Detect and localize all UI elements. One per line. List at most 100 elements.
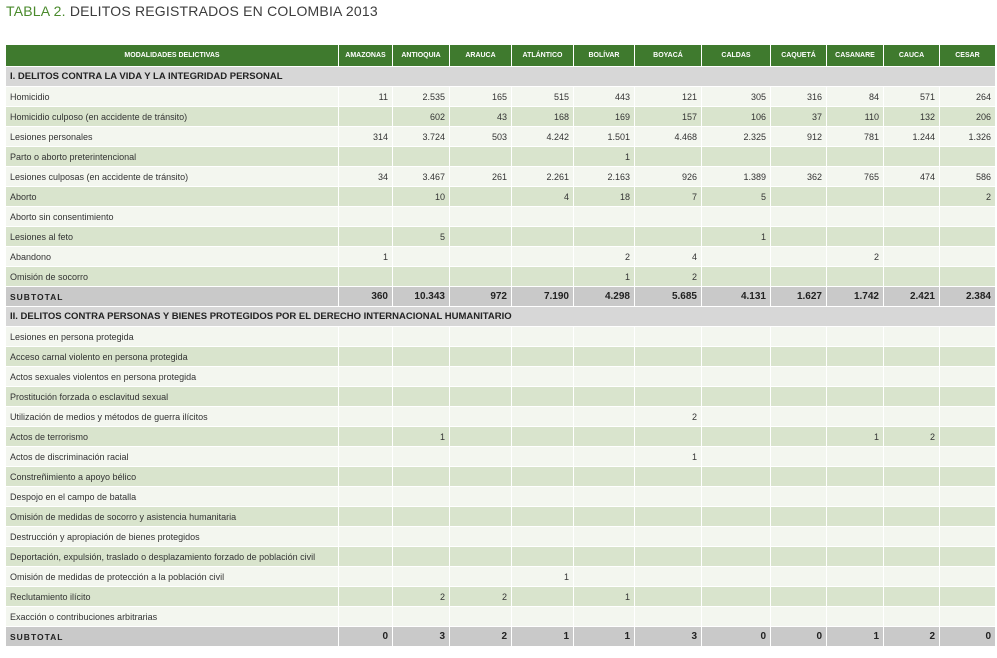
cell [338, 266, 393, 287]
cell [770, 606, 827, 627]
cell: 1 [826, 426, 884, 447]
cell [883, 266, 940, 287]
subtotal-cell: 4.298 [573, 286, 635, 307]
data-row: Prostitución forzada o esclavitud sexual [5, 386, 996, 407]
cell [634, 426, 702, 447]
cell [449, 426, 512, 447]
cell [939, 406, 996, 427]
table-label: TABLA 2. [6, 3, 66, 19]
cell: 2 [883, 426, 940, 447]
cell [939, 606, 996, 627]
cell [338, 526, 393, 547]
cell [392, 346, 450, 367]
column-header: CESAR [939, 44, 996, 67]
subtotal-cell: 1.627 [770, 286, 827, 307]
cell [338, 206, 393, 227]
cell [770, 326, 827, 347]
cell [449, 406, 512, 427]
cell: 515 [511, 86, 574, 107]
cell [883, 206, 940, 227]
cell [826, 346, 884, 367]
column-header: CAUCA [883, 44, 940, 67]
cell [449, 566, 512, 587]
cell [573, 326, 635, 347]
cell: 2 [449, 586, 512, 607]
row-label: Lesiones personales [5, 126, 339, 147]
column-header: CAQUETÁ [770, 44, 827, 67]
cell [826, 606, 884, 627]
cell [701, 266, 771, 287]
row-label: Aborto [5, 186, 339, 207]
cell [511, 386, 574, 407]
cell: 2 [634, 406, 702, 427]
cell [392, 446, 450, 467]
cell: 1 [511, 566, 574, 587]
cell [939, 386, 996, 407]
cell [449, 186, 512, 207]
data-row: Despojo en el campo de batalla [5, 486, 996, 507]
cell [634, 506, 702, 527]
data-row: Utilización de medios y métodos de guerr… [5, 406, 996, 427]
row-label: Prostitución forzada o esclavitud sexual [5, 386, 339, 407]
cell: 1.501 [573, 126, 635, 147]
cell [939, 446, 996, 467]
cell: 912 [770, 126, 827, 147]
cell [338, 566, 393, 587]
data-row: Deportación, expulsión, traslado o despl… [5, 546, 996, 567]
cell [449, 606, 512, 627]
data-row: Homicidio culposo (en accidente de tráns… [5, 106, 996, 127]
cell [449, 526, 512, 547]
cell [883, 226, 940, 247]
data-row: Lesiones en persona protegida [5, 326, 996, 347]
cell [392, 506, 450, 527]
cell: 84 [826, 86, 884, 107]
data-row: Omisión de medidas de protección a la po… [5, 566, 996, 587]
cell [338, 586, 393, 607]
cell [449, 206, 512, 227]
column-header: AMAZONAS [338, 44, 393, 67]
row-label: Omisión de medidas de socorro y asistenc… [5, 506, 339, 527]
cell [392, 546, 450, 567]
cell [883, 186, 940, 207]
data-row: Actos de terrorismo 1 1 2 [5, 426, 996, 447]
cell [939, 146, 996, 167]
cell: 2 [826, 246, 884, 267]
row-label: Parto o aborto preterintencional [5, 146, 339, 167]
subtotal-label: SUBTOTAL [5, 286, 339, 307]
cell [701, 546, 771, 567]
cell [770, 426, 827, 447]
cell [449, 446, 512, 467]
cell [701, 486, 771, 507]
cell [511, 586, 574, 607]
cell [826, 506, 884, 527]
cell [511, 346, 574, 367]
cell [770, 386, 827, 407]
column-header: ATLÁNTICO [511, 44, 574, 67]
cell: 264 [939, 86, 996, 107]
cell: 1 [573, 146, 635, 167]
cell [701, 586, 771, 607]
cell [511, 206, 574, 227]
cell [883, 606, 940, 627]
cell [826, 566, 884, 587]
cell [392, 246, 450, 267]
cell [883, 146, 940, 167]
cell [634, 546, 702, 567]
subtotal-row: SUBTOTAL 0 3 2 1 1 3 0 0 1 2 0 [5, 626, 996, 647]
cell [573, 206, 635, 227]
cell [770, 186, 827, 207]
cell: 362 [770, 166, 827, 187]
data-row: Omisión de medidas de socorro y asistenc… [5, 506, 996, 527]
row-label: Lesiones al feto [5, 226, 339, 247]
cell [701, 206, 771, 227]
cell [573, 506, 635, 527]
subtotal-cell: 2.421 [883, 286, 940, 307]
subtotal-cell: 3 [634, 626, 702, 647]
cell [701, 386, 771, 407]
cell [770, 546, 827, 567]
subtotal-cell: 0 [770, 626, 827, 647]
data-row: Parto o aborto preterintencional 1 [5, 146, 996, 167]
cell: 169 [573, 106, 635, 127]
cell [634, 526, 702, 547]
